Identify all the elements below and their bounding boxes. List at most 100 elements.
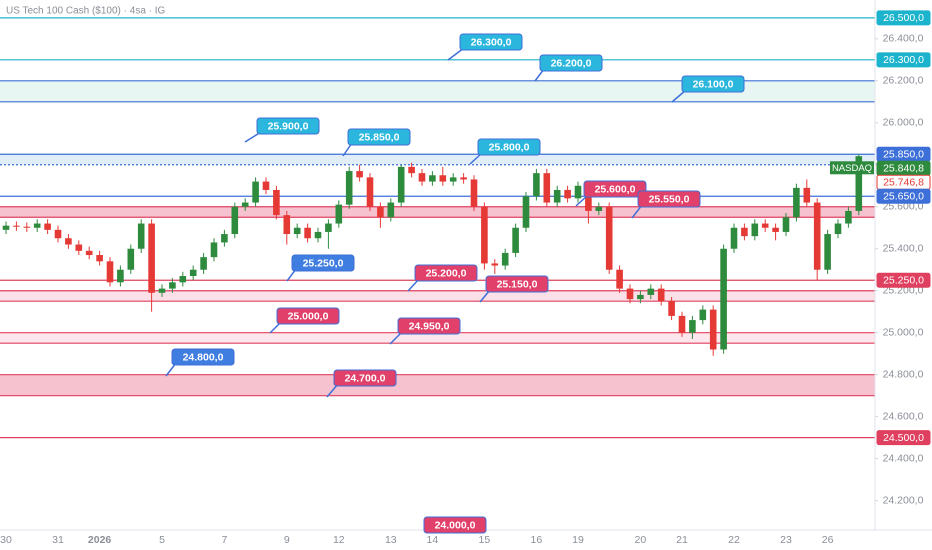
candle-body <box>283 215 291 235</box>
candle-body <box>585 185 592 211</box>
y-tick-label: 24.400,0 <box>883 452 924 464</box>
callout-box <box>333 369 397 387</box>
candle-body <box>855 156 863 211</box>
zone <box>0 206 875 218</box>
y-tick-label: 25.000,0 <box>883 326 924 338</box>
candle-body <box>252 181 259 203</box>
candle-body <box>408 166 415 174</box>
candle-body <box>117 269 124 283</box>
callout-label: 24.000,0 <box>435 519 476 531</box>
callout-label: 25.900,0 <box>268 120 309 132</box>
x-tick-label: 15 <box>479 534 491 546</box>
candle-body <box>595 206 603 211</box>
candle-body <box>512 227 519 253</box>
candle-body <box>720 248 727 350</box>
callout-box <box>414 264 478 282</box>
candle-body <box>148 223 155 293</box>
symbol-tag: NASDAQ <box>832 163 872 174</box>
callout-label: 25.800,0 <box>489 141 530 153</box>
price-label-text: 24.500,0 <box>883 432 924 444</box>
x-tick-label: 14 <box>427 534 439 546</box>
candle-body <box>179 276 187 283</box>
callout-label: 24.950,0 <box>409 320 450 332</box>
callout-box <box>681 75 745 93</box>
candle-body <box>813 202 821 270</box>
callout-label: 25.200,0 <box>426 267 467 279</box>
candle-body <box>647 288 655 295</box>
x-tick-label: 30 <box>0 534 12 546</box>
zone <box>0 154 875 165</box>
candle-body <box>470 179 478 207</box>
candle-body <box>439 175 447 182</box>
candle-body <box>65 238 72 245</box>
price-label-text: 25.650,0 <box>883 191 924 203</box>
x-tick-label: 7 <box>221 534 227 546</box>
x-tick-label: 31 <box>52 534 64 546</box>
candle-body <box>678 315 686 333</box>
candle-body <box>231 206 239 235</box>
callout-label: 25.600,0 <box>595 183 636 195</box>
candle-body <box>293 227 301 235</box>
candle-body <box>699 309 707 321</box>
callout-label: 25.250,0 <box>303 257 344 269</box>
x-tick-label: 9 <box>284 534 290 546</box>
candle-body <box>637 294 644 300</box>
callout-box <box>397 317 461 335</box>
x-tick-label: 22 <box>728 534 740 546</box>
candle-body <box>772 227 779 232</box>
callout-box <box>477 138 541 156</box>
candle-body <box>387 202 395 218</box>
y-tick-label: 24.800,0 <box>883 368 924 380</box>
candle-body <box>85 250 93 256</box>
candle-body <box>377 206 384 218</box>
candle-body <box>23 226 31 228</box>
y-tick-label: 26.000,0 <box>883 117 924 129</box>
callout-box <box>171 348 235 366</box>
symbol-tag-box <box>830 161 874 175</box>
candle-body <box>241 202 249 207</box>
candle-body <box>803 187 811 203</box>
candle-body <box>491 263 499 266</box>
candle-body <box>564 189 571 199</box>
price-label-text: 26.300,0 <box>883 54 924 66</box>
callout-box <box>423 516 487 534</box>
callout-label: 26.100,0 <box>693 78 734 90</box>
callout-label: 26.200,0 <box>551 57 592 69</box>
price-label <box>876 272 931 288</box>
candle-body <box>751 223 759 237</box>
candle-body <box>75 244 83 251</box>
x-tick-label: 12 <box>333 534 345 546</box>
y-tick-label: 26.400,0 <box>883 33 924 45</box>
candle-body <box>96 255 103 262</box>
candle-body <box>200 257 207 270</box>
callout-label: 25.850,0 <box>359 131 400 143</box>
candle-body <box>460 177 467 180</box>
callout-box <box>485 275 549 293</box>
x-tick-label: 23 <box>780 534 792 546</box>
candle-body <box>325 223 332 232</box>
y-tick-label: 24.600,0 <box>883 410 924 422</box>
y-tick-label: 26.200,0 <box>883 75 924 87</box>
x-tick-label: 2026 <box>88 534 112 546</box>
candle-body <box>13 225 20 227</box>
candle-body <box>668 301 675 316</box>
x-tick-label: 21 <box>676 534 688 546</box>
price-label <box>876 10 931 26</box>
candle-body <box>553 189 561 203</box>
candle-body <box>397 166 405 203</box>
candle-body <box>689 320 696 333</box>
callout-box <box>583 180 647 198</box>
candle-body <box>741 227 748 237</box>
callout-label: 25.150,0 <box>497 278 538 290</box>
candle-body <box>210 242 218 258</box>
y-tick-label: 24.200,0 <box>883 494 924 506</box>
zone <box>0 374 875 396</box>
candle-body <box>33 223 41 228</box>
candle-body <box>366 177 374 207</box>
candle-body <box>2 225 10 230</box>
callout-box <box>276 307 340 325</box>
candle-body <box>106 261 114 283</box>
